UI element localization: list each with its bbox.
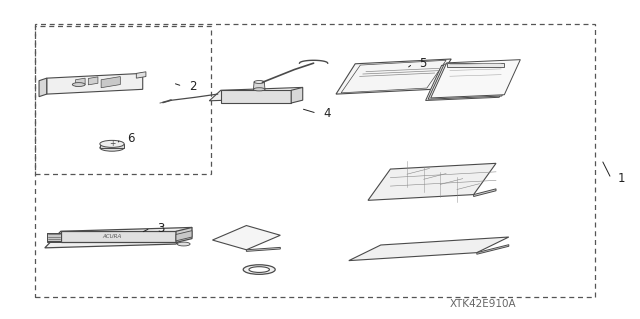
Polygon shape <box>176 227 192 242</box>
Polygon shape <box>76 78 85 86</box>
Bar <box>35 24 595 297</box>
Polygon shape <box>291 87 303 103</box>
Polygon shape <box>221 90 291 103</box>
Text: ACURA: ACURA <box>102 234 122 239</box>
Text: XTK42E910A: XTK42E910A <box>450 299 516 309</box>
Text: 6: 6 <box>127 132 134 145</box>
Text: 3: 3 <box>157 222 164 234</box>
Polygon shape <box>246 248 280 251</box>
Polygon shape <box>431 60 520 98</box>
Text: 4: 4 <box>323 107 331 120</box>
Polygon shape <box>349 237 509 261</box>
Polygon shape <box>136 72 146 78</box>
Ellipse shape <box>100 140 124 147</box>
Polygon shape <box>447 63 504 67</box>
Ellipse shape <box>254 81 264 84</box>
Polygon shape <box>253 82 265 89</box>
Ellipse shape <box>253 88 265 91</box>
Polygon shape <box>101 77 120 88</box>
Polygon shape <box>428 61 518 99</box>
Polygon shape <box>176 231 192 241</box>
Polygon shape <box>426 62 515 100</box>
Polygon shape <box>432 85 451 92</box>
Text: 5: 5 <box>419 57 427 70</box>
Polygon shape <box>47 233 61 241</box>
Polygon shape <box>336 59 451 94</box>
Ellipse shape <box>249 267 269 272</box>
Polygon shape <box>47 73 143 94</box>
Text: 1: 1 <box>618 172 625 185</box>
Polygon shape <box>45 227 192 248</box>
Polygon shape <box>209 87 303 101</box>
Polygon shape <box>61 231 176 242</box>
Polygon shape <box>474 189 496 197</box>
Ellipse shape <box>177 242 190 246</box>
Polygon shape <box>88 77 98 85</box>
Ellipse shape <box>243 265 275 274</box>
Bar <box>35 26 211 174</box>
Polygon shape <box>212 226 280 250</box>
Text: +: + <box>109 139 116 148</box>
Polygon shape <box>368 163 496 200</box>
Polygon shape <box>100 144 124 148</box>
Polygon shape <box>39 78 47 97</box>
Text: 2: 2 <box>189 80 196 93</box>
Ellipse shape <box>72 83 85 86</box>
Polygon shape <box>47 233 61 242</box>
Polygon shape <box>477 245 509 254</box>
Ellipse shape <box>100 144 124 151</box>
